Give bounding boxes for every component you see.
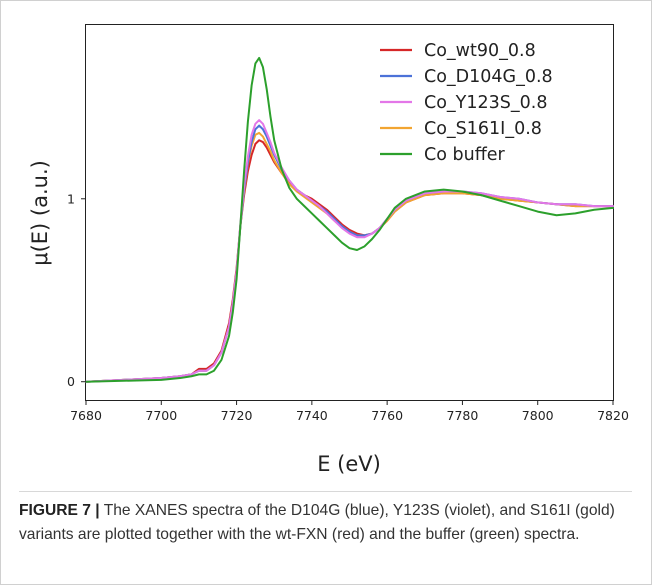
caption-text: The XANES spectra of the D104G (blue), Y…: [19, 502, 615, 543]
y-axis-label: μ(E) (a.u.): [28, 160, 52, 266]
x-tick-label: 7820: [597, 408, 629, 423]
x-tick-label: 7680: [70, 408, 102, 423]
x-tick-label: 7700: [145, 408, 177, 423]
figure-label: FIGURE 7: [19, 502, 91, 519]
legend-label: Co_wt90_0.8: [424, 41, 536, 61]
figure-label-separator: |: [95, 502, 99, 519]
legend-label: Co_Y123S_0.8: [424, 93, 547, 113]
legend-label: Co_D104G_0.8: [424, 67, 553, 87]
x-axis-label: E (eV): [317, 452, 381, 476]
y-tick-label: 1: [67, 191, 75, 206]
x-tick-label: 7720: [221, 408, 253, 423]
y-tick-label: 0: [67, 374, 75, 389]
legend-label: Co buffer: [424, 145, 506, 165]
x-tick-label: 7780: [447, 408, 479, 423]
x-tick-label: 7740: [296, 408, 328, 423]
xanes-chart: 7680 7700 7720 7740 7760 7780 7800 7820 0 1 Co_wt…: [0, 0, 652, 490]
legend-label: Co_S161I_0.8: [424, 119, 542, 139]
figure-caption: FIGURE 7 | The XANES spectra of the D104…: [19, 499, 631, 547]
caption-separator: [19, 491, 632, 492]
x-tick-label: 7800: [522, 408, 554, 423]
x-tick-label: 7760: [371, 408, 403, 423]
